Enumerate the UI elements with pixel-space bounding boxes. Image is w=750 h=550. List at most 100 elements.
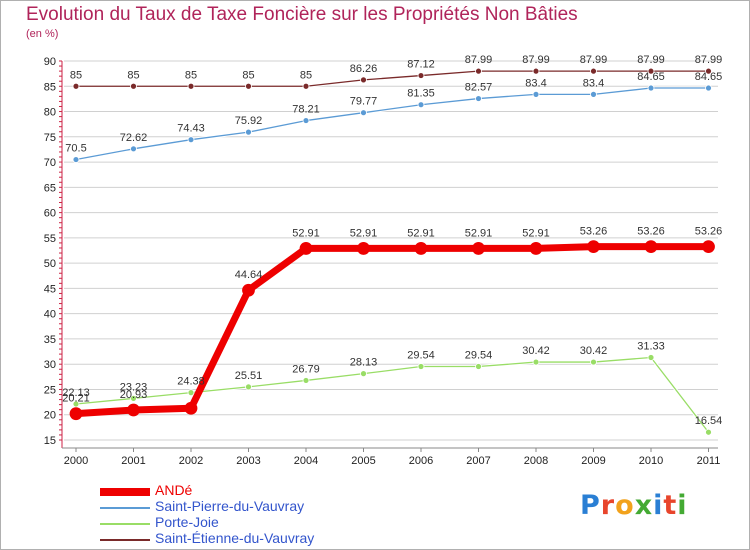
y-tick-label: 80	[44, 107, 56, 119]
proxiti-logo: Proxiti	[580, 490, 688, 521]
data-label-saint-etienne-du-vauvray: 85	[70, 69, 82, 81]
data-point-porte-joie	[72, 400, 80, 408]
data-label-ande: 52.91	[465, 227, 493, 239]
series-line-halo-saint-etienne-du-vauvray	[76, 69, 709, 88]
data-label-saint-pierre-du-vauvray: 79.77	[350, 96, 378, 108]
data-point-saint-pierre-du-vauvray	[417, 101, 425, 109]
data-label-saint-pierre-du-vauvray: 70.5	[65, 143, 86, 155]
data-label-saint-pierre-du-vauvray: 83.4	[525, 77, 546, 89]
data-label-ande: 20.93	[120, 389, 148, 401]
data-label-ande: 53.26	[695, 226, 723, 238]
data-point-ande	[644, 240, 658, 254]
data-label-ande: 53.26	[580, 226, 608, 238]
data-point-ande	[414, 242, 428, 255]
data-point-porte-joie	[360, 370, 367, 378]
data-label-saint-pierre-du-vauvray: 84.65	[695, 71, 723, 83]
data-point-porte-joie	[417, 363, 425, 370]
data-label-saint-etienne-du-vauvray: 87.99	[580, 54, 608, 66]
data-label-porte-joie: 24.38	[177, 376, 205, 388]
data-label-ande: 52.91	[292, 227, 320, 239]
data-point-saint-pierre-du-vauvray	[647, 84, 655, 92]
y-tick-label: 35	[44, 334, 56, 346]
legend-swatch	[100, 507, 150, 509]
data-point-saint-pierre-du-vauvray	[475, 95, 482, 102]
x-tick-label: 2003	[236, 455, 260, 467]
data-point-porte-joie	[187, 389, 195, 396]
logo-letter: x	[634, 490, 654, 521]
data-point-ande	[127, 403, 140, 417]
data-label-ande: 52.91	[350, 227, 378, 239]
line-chart: 15 20 25 30 35 40 45 50 55 60 65 70 75 80 85 90 2000 2001…	[44, 54, 723, 467]
data-label-saint-pierre-du-vauvray: 75.92	[235, 115, 263, 127]
data-point-saint-pierre-du-vauvray	[532, 90, 540, 98]
legend-swatch	[100, 488, 150, 496]
data-point-porte-joie	[130, 395, 137, 402]
data-label-saint-etienne-du-vauvray: 85	[242, 69, 254, 81]
x-tick-label: 2002	[179, 455, 203, 467]
data-label-porte-joie: 25.51	[235, 370, 263, 382]
data-point-porte-joie	[590, 358, 597, 366]
legend-swatch	[100, 539, 150, 541]
legend-label: Saint-Pierre-du-Vauvray	[155, 498, 305, 514]
data-point-saint-etienne-du-vauvray	[475, 67, 482, 75]
data-label-saint-etienne-du-vauvray: 86.26	[350, 63, 378, 75]
data-point-saint-pierre-du-vauvray	[245, 128, 252, 136]
data-label-saint-pierre-du-vauvray: 82.57	[465, 82, 493, 94]
y-tick-label: 15	[44, 435, 56, 447]
y-tick-label: 25	[44, 384, 56, 396]
data-label-porte-joie: 16.54	[695, 415, 723, 427]
data-point-porte-joie	[475, 363, 482, 370]
data-point-saint-pierre-du-vauvray	[590, 90, 597, 98]
data-point-saint-etienne-du-vauvray	[360, 76, 367, 84]
data-point-saint-pierre-du-vauvray	[130, 145, 137, 153]
logo-letter: o	[615, 490, 635, 521]
data-point-saint-pierre-du-vauvray	[187, 136, 195, 144]
data-label-ande: 52.91	[407, 227, 435, 239]
x-tick-label: 2011	[697, 455, 721, 467]
data-label-saint-etienne-du-vauvray: 85	[185, 69, 197, 81]
data-label-ande: 53.26	[637, 226, 665, 238]
series-line-saint-pierre-du-vauvray	[75, 87, 710, 161]
data-point-ande	[242, 283, 255, 297]
data-point-saint-etienne-du-vauvray	[245, 82, 252, 90]
legend-label: Saint-Étienne-du-Vauvray	[155, 530, 315, 546]
data-label-saint-pierre-du-vauvray: 78.21	[292, 104, 320, 116]
data-label-porte-joie: 29.54	[465, 350, 493, 362]
series-line-halo-saint-pierre-du-vauvray	[75, 86, 709, 162]
data-label-saint-pierre-du-vauvray: 81.35	[407, 88, 435, 100]
y-tick-label: 40	[44, 309, 56, 321]
data-point-ande	[357, 242, 370, 255]
y-tick-label: 85	[44, 81, 56, 93]
data-label-porte-joie: 29.54	[407, 350, 435, 362]
logo-letter: i	[677, 490, 688, 521]
logo-letter: P	[580, 490, 601, 521]
data-label-porte-joie: 22.13	[62, 387, 90, 399]
data-label-saint-pierre-du-vauvray: 72.62	[120, 132, 148, 144]
data-point-saint-etienne-du-vauvray	[72, 82, 80, 90]
data-label-saint-pierre-du-vauvray: 74.43	[177, 123, 205, 135]
data-point-saint-etienne-du-vauvray	[417, 72, 425, 79]
data-label-saint-etienne-du-vauvray: 87.99	[637, 54, 665, 66]
legend-label: Porte-Joie	[155, 514, 219, 530]
logo-letter: i	[653, 490, 664, 521]
data-label-ande: 20.21	[62, 393, 90, 405]
y-tick-label: 50	[44, 258, 56, 270]
series-line-ande	[72, 243, 712, 418]
data-label-saint-etienne-du-vauvray: 85	[127, 69, 139, 81]
data-point-porte-joie	[647, 354, 655, 361]
data-point-saint-etienne-du-vauvray	[187, 82, 195, 90]
x-tick-label: 2007	[466, 455, 490, 467]
data-point-porte-joie	[302, 377, 310, 384]
data-label-porte-joie: 26.79	[292, 363, 320, 375]
data-point-saint-etienne-du-vauvray	[647, 67, 655, 75]
data-point-porte-joie	[245, 383, 252, 391]
data-point-porte-joie	[532, 358, 540, 366]
data-point-ande	[69, 407, 83, 421]
legend-swatch	[100, 523, 150, 525]
x-tick-label: 2005	[351, 455, 375, 467]
data-label-porte-joie: 30.42	[522, 345, 550, 357]
x-tick-label: 2004	[294, 455, 318, 467]
data-label-porte-joie: 28.13	[350, 357, 378, 369]
data-label-porte-joie: 23.23	[120, 381, 148, 393]
y-tick-label: 90	[44, 56, 56, 68]
